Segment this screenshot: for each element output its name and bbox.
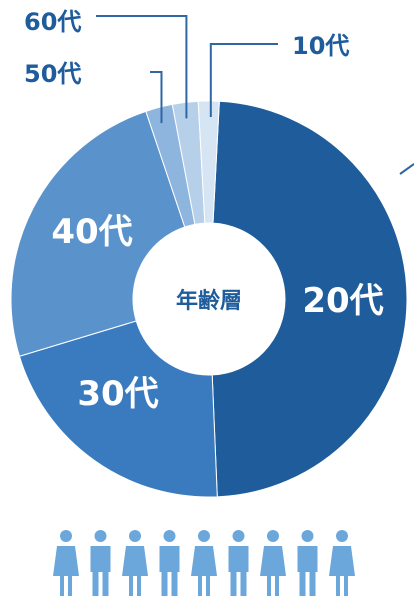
donut-slices <box>10 100 408 498</box>
slice-label-4: 60代 <box>24 8 81 36</box>
person-icon <box>191 530 217 596</box>
person-icon <box>53 530 79 596</box>
leader-line-3 <box>150 71 163 124</box>
person-icon <box>122 530 148 596</box>
slice-labels: 20代 30代 40代 50代 60代 10代 <box>24 8 384 414</box>
person-icon <box>329 530 355 596</box>
slice-label-0: 20代 <box>302 281 383 321</box>
leader-line-5 <box>209 43 278 117</box>
leader-lines <box>96 15 278 124</box>
slice-label-1: 30代 <box>77 374 158 414</box>
center-label: 年齢層 <box>176 288 242 314</box>
donut-hole <box>133 223 285 375</box>
person-icon <box>228 530 249 596</box>
slice-label-3: 50代 <box>24 60 81 88</box>
edge-arrow <box>399 163 414 175</box>
person-icon <box>90 530 111 596</box>
person-icon <box>159 530 180 596</box>
slice-label-5: 10代 <box>292 32 349 60</box>
person-icon <box>260 530 286 596</box>
people-row <box>53 530 355 596</box>
leader-line-4 <box>96 15 188 119</box>
person-icon <box>297 530 318 596</box>
slice-label-2: 40代 <box>51 212 132 252</box>
